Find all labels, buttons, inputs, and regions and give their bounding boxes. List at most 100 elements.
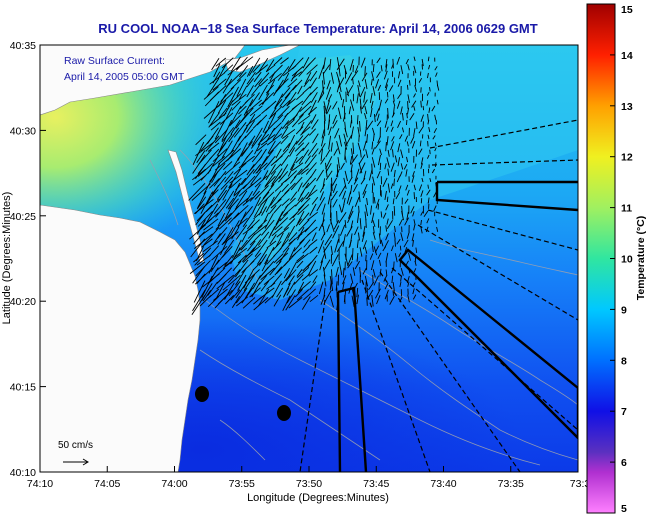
current-vector <box>359 86 366 98</box>
current-vector <box>425 226 429 233</box>
current-vector <box>356 239 359 248</box>
current-vector <box>224 294 235 305</box>
current-annotation-line2: April 14, 2005 05:00 GMT <box>64 71 185 83</box>
current-vector <box>384 163 387 170</box>
current-vector <box>231 239 242 259</box>
current-vector <box>366 297 368 306</box>
current-vector <box>200 169 212 181</box>
current-vector <box>310 92 318 103</box>
current-vector <box>428 127 431 133</box>
current-vector <box>211 170 219 184</box>
current-vector <box>268 105 283 120</box>
current-vector <box>349 120 352 128</box>
current-vector <box>352 183 358 193</box>
current-vector <box>297 182 303 192</box>
current-vector <box>251 127 263 147</box>
surface-current-vectors <box>188 56 440 315</box>
current-vector <box>397 71 401 79</box>
current-vector <box>363 170 367 180</box>
current-vector <box>358 191 361 203</box>
current-vector <box>294 142 305 152</box>
current-vector <box>380 239 384 247</box>
plot-area: 50 cm/s Raw Surface Current: April 14, 2… <box>40 45 578 472</box>
current-vector <box>204 91 220 107</box>
current-vector <box>318 142 326 155</box>
current-vector <box>361 231 366 243</box>
colorbar-tick-label: 9 <box>621 304 627 316</box>
current-vector <box>399 171 403 177</box>
current-vector <box>412 171 415 177</box>
current-vector <box>239 239 248 251</box>
current-vector <box>275 211 284 226</box>
current-vector <box>257 219 268 229</box>
current-vector <box>246 65 254 77</box>
current-vector <box>371 71 375 81</box>
current-vector <box>242 211 254 228</box>
current-vector <box>374 245 380 253</box>
current-vector <box>393 232 396 240</box>
current-vector <box>196 254 211 266</box>
current-vector <box>330 142 333 152</box>
sandy-hook <box>224 45 301 73</box>
current-vector <box>292 106 303 121</box>
current-vector <box>348 196 353 206</box>
current-vector <box>354 65 359 74</box>
colorbar-tick-label: 14 <box>621 50 633 62</box>
current-vector <box>291 66 304 77</box>
current-vector <box>227 190 241 210</box>
current-vector <box>372 86 376 96</box>
current-vector <box>208 189 219 200</box>
current-vector <box>282 295 291 312</box>
current-vector <box>396 175 401 183</box>
current-vector <box>253 211 263 220</box>
current-vector <box>221 127 235 143</box>
current-vector <box>344 141 348 150</box>
current-vector <box>275 252 289 264</box>
current-vector <box>316 169 324 182</box>
current-vector <box>427 119 430 125</box>
current-vector <box>354 168 360 182</box>
current-vector <box>332 101 338 110</box>
current-vector <box>256 247 269 265</box>
current-vector <box>336 58 345 71</box>
current-vector <box>365 119 368 129</box>
current-vector <box>215 253 226 265</box>
current-vector <box>429 177 432 183</box>
current-vector <box>310 114 317 124</box>
current-vector <box>213 288 228 301</box>
current-vector <box>269 234 277 245</box>
current-vector <box>385 141 387 152</box>
current-vector <box>188 182 206 201</box>
current-vector <box>369 93 373 103</box>
current-vector <box>400 232 404 242</box>
current-vector <box>217 227 228 239</box>
current-vector <box>370 108 373 118</box>
current-vector <box>318 86 325 102</box>
current-vector <box>302 56 310 69</box>
current-vector <box>216 273 227 284</box>
dashed-track-line <box>299 299 326 472</box>
current-vector <box>359 106 362 114</box>
current-vector <box>249 287 261 298</box>
current-vector <box>235 112 249 129</box>
current-vector <box>356 252 359 262</box>
current-vector <box>217 189 227 203</box>
current-vector <box>254 204 262 218</box>
current-vector <box>352 77 354 85</box>
current-vector <box>195 211 206 226</box>
current-vector <box>217 99 227 114</box>
current-vector <box>376 120 382 127</box>
current-vector <box>408 252 411 261</box>
current-vector <box>230 289 241 301</box>
current-vector <box>377 136 381 144</box>
current-vector <box>237 254 247 264</box>
current-vector <box>192 154 206 174</box>
current-vector <box>230 135 241 154</box>
current-vector <box>362 190 367 199</box>
current-vector <box>405 184 409 191</box>
current-vector <box>429 149 431 155</box>
current-vector <box>413 128 416 137</box>
current-vector <box>368 169 373 181</box>
current-vector <box>336 240 345 253</box>
current-vector <box>246 120 256 133</box>
